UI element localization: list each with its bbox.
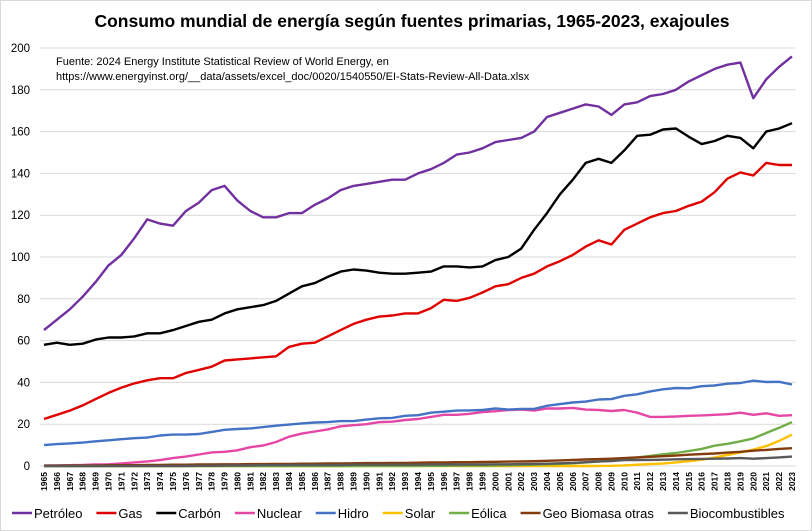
chart-title: Consumo mundial de energía según fuentes… xyxy=(94,11,729,31)
series-line-gas xyxy=(43,161,792,421)
x-tick-label: 2012 xyxy=(645,472,655,491)
x-tick-label: 1971 xyxy=(116,472,126,491)
x-tick-label: 2018 xyxy=(723,472,733,491)
x-tick-label: 1968 xyxy=(78,472,88,491)
source-line-2: https://www.energyinst.org/__data/assets… xyxy=(56,71,530,83)
legend-label: Geo Biomasa otras xyxy=(543,506,655,521)
legend: Petróleo Gas Carbón Nuclear Hidro Solar Eólica… xyxy=(12,506,785,521)
x-tick-label: 1989 xyxy=(349,472,359,491)
x-tick-label: 1980 xyxy=(232,472,242,491)
x-tick-label: 1982 xyxy=(258,472,268,491)
x-tick-label: 2015 xyxy=(684,472,694,491)
x-tick-label: 2023 xyxy=(787,472,797,491)
x-tick-label: 1994 xyxy=(413,472,423,491)
x-tick-label: 2002 xyxy=(516,472,526,491)
x-tick-label: 1988 xyxy=(336,472,346,491)
y-tick-label: 200 xyxy=(11,43,30,55)
source-box xyxy=(52,51,612,87)
x-tick-label: 2007 xyxy=(581,472,591,491)
gridlines xyxy=(40,47,796,467)
x-tick-label: 1973 xyxy=(142,472,152,491)
x-tick-label: 1984 xyxy=(284,472,294,491)
x-tick-label: 2010 xyxy=(619,472,629,491)
x-tick-label: 2019 xyxy=(735,472,745,491)
x-tick-label: 2022 xyxy=(774,472,784,491)
series-line-petróleo xyxy=(43,55,793,332)
x-tick-label: 2009 xyxy=(606,472,616,491)
x-tick-label: 2008 xyxy=(594,472,604,491)
series-line-nuclear xyxy=(43,406,793,467)
x-tick-label: 2005 xyxy=(555,472,565,491)
x-tick-label: 2020 xyxy=(748,472,758,491)
x-tick-label: 2004 xyxy=(542,472,552,491)
y-tick-label: 40 xyxy=(17,377,30,389)
x-tick-label: 1985 xyxy=(297,472,307,491)
y-axis: 0 20 40 60 80 100 120 140 160 180 200 xyxy=(11,43,30,473)
x-tick-label: 1999 xyxy=(477,472,487,491)
x-tick-label: 1965 xyxy=(39,472,49,491)
legend-label: Hidro xyxy=(338,506,369,521)
x-tick-label: 1970 xyxy=(103,472,113,491)
y-tick-label: 160 xyxy=(11,127,30,139)
source-line-1: Fuente: 2024 Energy Institute Statistica… xyxy=(56,56,389,68)
x-tick-label: 1990 xyxy=(361,472,371,491)
x-tick-label: 2016 xyxy=(697,472,707,491)
x-tick-label: 1975 xyxy=(168,472,178,491)
x-tick-label: 2013 xyxy=(658,472,668,491)
x-tick-label: 1997 xyxy=(452,472,462,491)
legend-label: Eólica xyxy=(471,506,507,521)
x-tick-label: 1987 xyxy=(323,472,333,491)
y-tick-label: 140 xyxy=(11,168,30,180)
x-axis: 1965 1966 1967 1968 1969 1970 1971 1972 1973 1974… xyxy=(39,472,797,491)
legend-label: Carbón xyxy=(178,506,221,521)
x-tick-label: 1969 xyxy=(91,472,101,491)
x-tick-label: 1998 xyxy=(465,472,475,491)
series-line-carbón xyxy=(43,122,793,346)
x-tick-label: 1967 xyxy=(65,472,75,491)
legend-label: Gas xyxy=(118,506,142,521)
x-tick-label: 2011 xyxy=(632,472,642,491)
x-tick-label: 1996 xyxy=(439,472,449,491)
legend-label: Petróleo xyxy=(34,506,82,521)
x-tick-label: 2006 xyxy=(568,472,578,491)
series-lines xyxy=(43,55,793,468)
x-tick-label: 2021 xyxy=(761,472,771,491)
y-tick-label: 120 xyxy=(11,210,30,222)
x-tick-label: 2001 xyxy=(503,472,513,491)
x-tick-label: 1992 xyxy=(387,472,397,491)
legend-label: Nuclear xyxy=(257,506,302,521)
legend-label: Solar xyxy=(405,506,436,521)
legend-label: Biocombustibles xyxy=(690,506,785,521)
y-tick-label: 0 xyxy=(24,461,30,473)
x-tick-label: 1979 xyxy=(220,472,230,491)
x-tick-label: 1966 xyxy=(52,472,62,491)
x-tick-label: 2003 xyxy=(529,472,539,491)
series-line-biocombustibles xyxy=(44,455,793,468)
x-tick-label: 1976 xyxy=(181,472,191,491)
x-tick-label: 1983 xyxy=(271,472,281,491)
y-tick-label: 20 xyxy=(17,419,30,431)
series-line-hidro xyxy=(43,379,793,447)
x-tick-label: 1972 xyxy=(129,472,139,491)
x-tick-label: 2000 xyxy=(490,472,500,491)
x-tick-label: 1991 xyxy=(374,472,384,491)
x-tick-label: 1986 xyxy=(310,472,320,491)
x-tick-label: 2014 xyxy=(671,472,681,491)
y-tick-label: 100 xyxy=(11,252,30,264)
x-tick-label: 2017 xyxy=(710,472,720,491)
y-tick-label: 60 xyxy=(17,336,30,348)
y-tick-label: 180 xyxy=(11,85,30,97)
x-tick-label: 1993 xyxy=(400,472,410,491)
x-tick-label: 1995 xyxy=(426,472,436,491)
x-tick-label: 1974 xyxy=(155,472,165,491)
y-tick-label: 80 xyxy=(17,294,30,306)
x-tick-label: 1977 xyxy=(194,472,204,491)
x-tick-label: 1978 xyxy=(207,472,217,491)
x-tick-label: 1981 xyxy=(245,472,255,491)
